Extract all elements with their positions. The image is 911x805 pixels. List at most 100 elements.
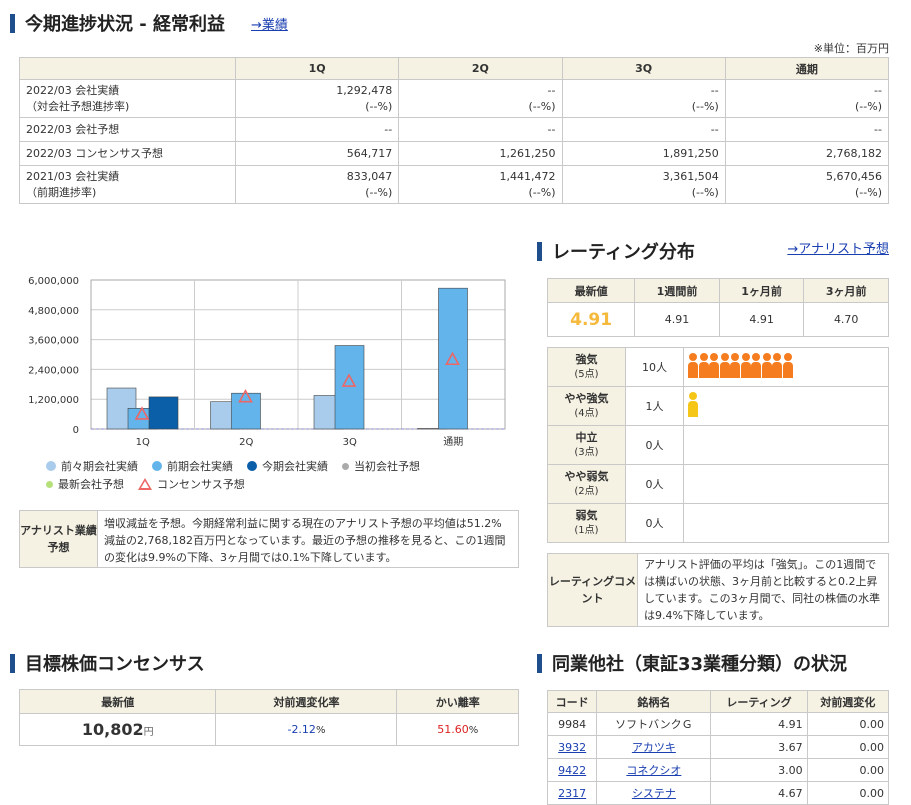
rating-level-label: やや弱気 <box>548 469 625 484</box>
peer-change: 0.00 <box>860 764 885 777</box>
person-icon <box>699 353 709 379</box>
analyst-forecast-link[interactable]: →アナリスト予想 <box>787 238 889 257</box>
target-title: 目標株価コンセンサス <box>25 650 205 676</box>
progress-section-title: 今期進捗状況 - 経常利益 →業績 <box>10 10 288 36</box>
target-header-latest: 最新値 <box>20 690 216 714</box>
peer-rating: 3.00 <box>778 764 803 777</box>
table-cell: 5,670,456(--%) <box>725 166 888 204</box>
analyst-forecast-box: アナリスト業績予想 増収減益を予想。今期経常利益に関する現在のアナリスト予想の平… <box>19 510 519 568</box>
rating-header-1m: 1ヶ月前 <box>719 279 804 303</box>
y-tick-label: 4,800,000 <box>28 306 79 317</box>
peer-code-link[interactable]: 3932 <box>558 741 586 754</box>
peer-code-cell: 3932 <box>548 736 597 759</box>
peer-name-link[interactable]: システナ <box>632 787 676 800</box>
title-bar-icon <box>10 14 15 33</box>
table-cell: --(--%) <box>562 80 725 118</box>
legend-label: コンセンサス予想 <box>157 476 245 492</box>
target-deviation-value: 51.60 <box>437 723 469 736</box>
peer-code-cell: 2317 <box>548 782 597 805</box>
cell-rate: (--%) <box>242 185 392 201</box>
table-cell: 3,361,504(--%) <box>562 166 725 204</box>
peer-code-link[interactable]: 9422 <box>558 764 586 777</box>
rating-icons <box>684 465 889 504</box>
rating-count: 1人 <box>626 387 684 426</box>
row-label: 2022/03 会社実績（対会社予想進捗率) <box>20 80 236 118</box>
target-deviation-unit: % <box>469 725 479 736</box>
rating-header-latest: 最新値 <box>548 279 635 303</box>
legend-item: コンセンサス予想 <box>138 475 245 493</box>
rating-header-3m: 3ヶ月前 <box>804 279 889 303</box>
title-bar-icon <box>537 654 542 673</box>
peer-code-link[interactable]: 2317 <box>558 787 586 800</box>
peer-name-cell: コネクシオ <box>597 759 711 782</box>
rating-title: レーティング分布 <box>552 238 695 264</box>
title-bar-icon <box>537 242 542 261</box>
table-cell: 1,261,250 <box>399 142 562 166</box>
legend-label: 今期会社実績 <box>262 458 328 474</box>
peer-name-link[interactable]: アカツキ <box>632 741 676 754</box>
cell-value: 2,768,182 <box>732 146 882 162</box>
progress-title: 今期進捗状況 - 経常利益 <box>25 10 225 36</box>
row-label-main: 2021/03 会社実績 <box>26 169 229 185</box>
cell-rate: (--%) <box>732 185 882 201</box>
cell-value: 1,891,250 <box>569 146 719 162</box>
peer-name-link[interactable]: コネクシオ <box>626 764 681 777</box>
peer-name-cell: システナ <box>597 782 711 805</box>
table-cell: 833,047(--%) <box>236 166 399 204</box>
target-latest-cell: 10,802円 <box>20 714 216 746</box>
y-tick-label: 6,000,000 <box>28 276 79 287</box>
bar <box>149 397 178 429</box>
legend-triangle-icon <box>138 478 152 490</box>
peer-change-cell: 0.00 <box>807 736 888 759</box>
target-header-change: 対前週変化率 <box>216 690 397 714</box>
row-label-sub: （前期進捗率) <box>26 185 229 201</box>
legend-item: 当初会社予想 <box>342 457 420 475</box>
peer-name-cell: アカツキ <box>597 736 711 759</box>
table-cell: 2,768,182 <box>725 142 888 166</box>
peer-rating-cell: 4.67 <box>711 782 807 805</box>
table-row: 2021/03 会社実績（前期進捗率)833,047(--%)1,441,472… <box>20 166 889 204</box>
legend-dot-icon <box>152 461 162 471</box>
table-cell: 1,292,478(--%) <box>236 80 399 118</box>
cell-rate: (--%) <box>732 99 882 115</box>
legend-label: 前々期会社実績 <box>61 458 138 474</box>
cell-rate: (--%) <box>405 185 555 201</box>
rating-row: 弱気(1点)0人 <box>548 504 889 543</box>
peer-code: 9984 <box>558 718 586 731</box>
peer-rating-cell: 4.91 <box>711 713 807 736</box>
earnings-link[interactable]: →業績 <box>251 14 288 33</box>
rating-level-label: 強気 <box>548 352 625 367</box>
rating-header-1w: 1週間前 <box>635 279 720 303</box>
cell-value: 1,441,472 <box>405 169 555 185</box>
legend-label: 前期会社実績 <box>167 458 233 474</box>
legend-item: 最新会社予想 <box>46 475 124 493</box>
row-label-main: 2022/03 会社予想 <box>26 122 229 138</box>
person-icon <box>741 353 751 379</box>
row-label-main: 2022/03 会社実績 <box>26 83 229 99</box>
cell-value: 564,717 <box>242 146 392 162</box>
target-section-title: 目標株価コンセンサス <box>10 650 205 676</box>
cell-value: 833,047 <box>242 169 392 185</box>
rating-level: 強気(5点) <box>548 348 626 387</box>
row-label: 2022/03 会社予想 <box>20 118 236 142</box>
progress-header-2: 2Q <box>399 58 562 80</box>
target-header-deviation: かい離率 <box>397 690 519 714</box>
rating-icons <box>684 504 889 543</box>
rating-level-label: 中立 <box>548 430 625 445</box>
legend-item: 今期会社実績 <box>247 457 328 475</box>
row-label-main: 2022/03 コンセンサス予想 <box>26 146 229 162</box>
rating-level-points: (1点) <box>548 523 625 538</box>
table-row: 2022/03 コンセンサス予想 564,717 1,261,250 1,891,25… <box>20 142 889 166</box>
person-icon <box>751 353 761 379</box>
rating-level-label: 弱気 <box>548 508 625 523</box>
rating-1m-value: 4.91 <box>719 303 804 337</box>
peer-change: 0.00 <box>860 787 885 800</box>
cell-value: 1,292,478 <box>242 83 392 99</box>
peer-name: ソフトバンクＧ <box>615 718 693 731</box>
row-label: 2021/03 会社実績（前期進捗率) <box>20 166 236 204</box>
legend-dot-icon <box>46 461 56 471</box>
rating-level-label: やや強気 <box>548 391 625 406</box>
peer-name-cell: ソフトバンクＧ <box>597 713 711 736</box>
